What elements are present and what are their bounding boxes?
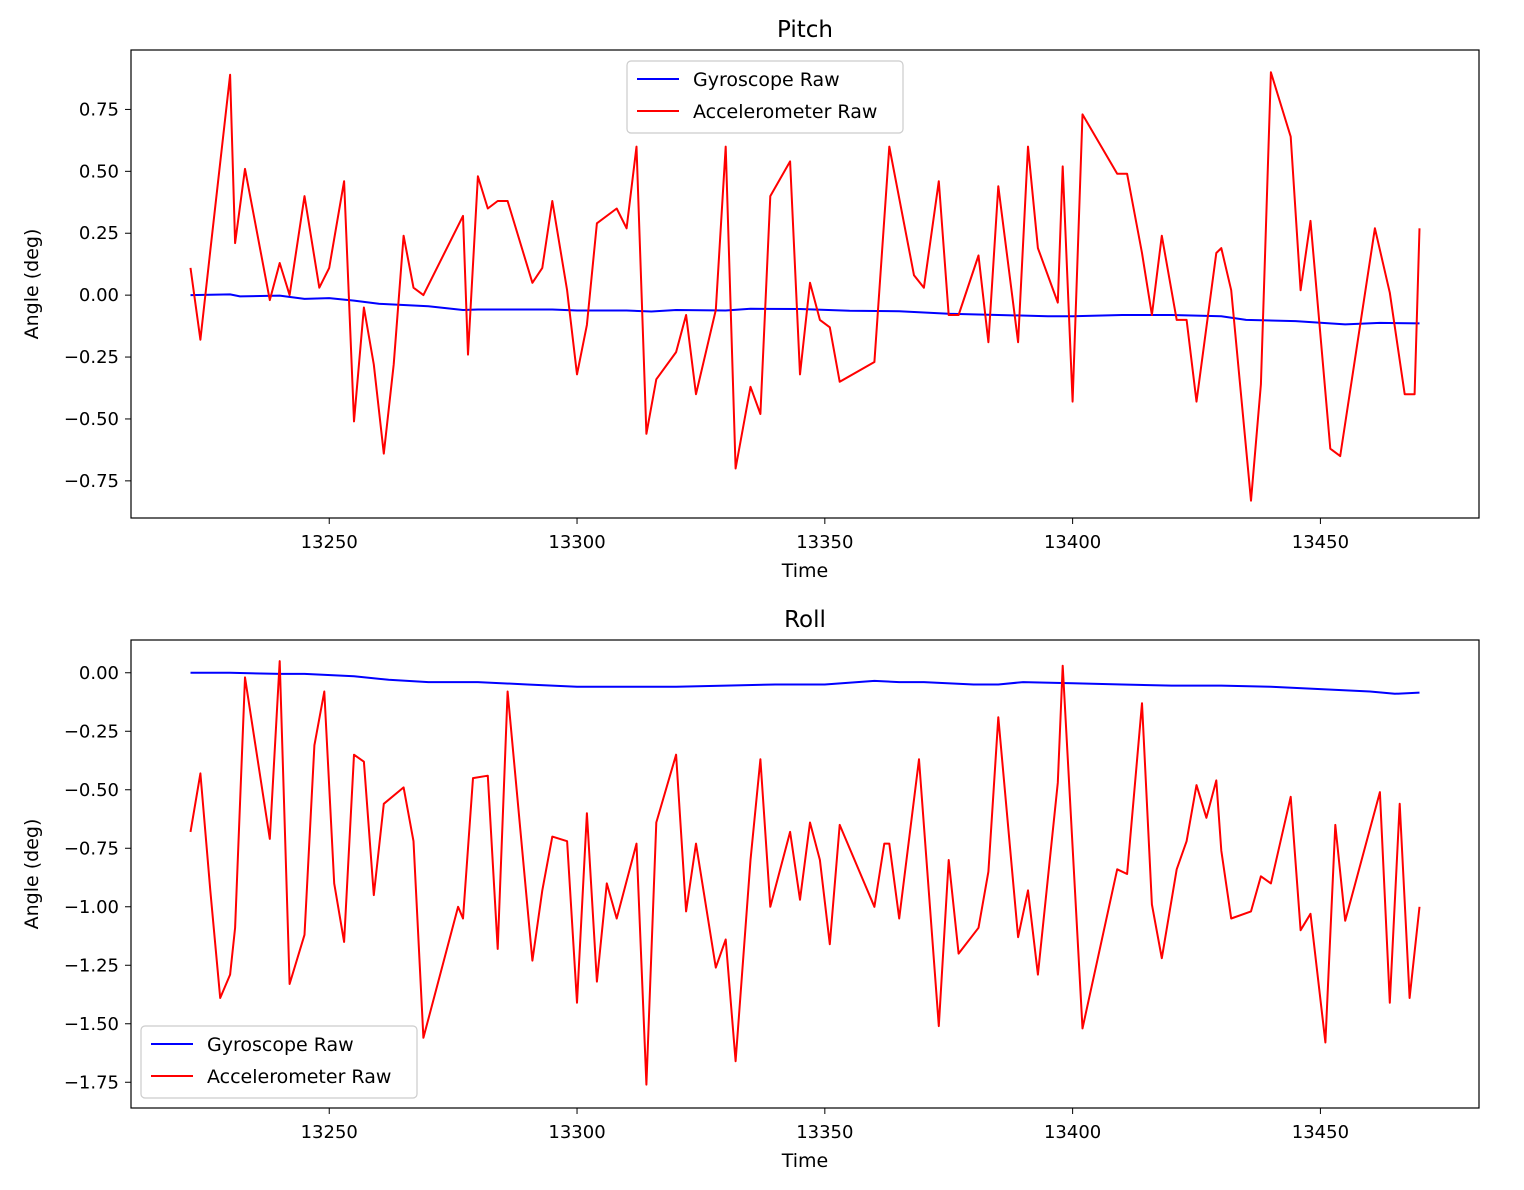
legend-label: Gyroscope Raw [693,69,840,91]
axes-frame [130,49,1480,519]
legend: Gyroscope Raw Accelerometer Raw [140,1025,418,1099]
y-axis-label: Angle (deg) [21,229,43,340]
legend-label: Accelerometer Raw [207,1066,391,1088]
plot-area [189,71,1421,502]
x-tick-label: 13450 [1292,532,1349,553]
x-tick-label: 13250 [301,1122,358,1143]
y-tick-label: −1.50 [64,1014,119,1035]
gyroscope-raw-line [190,671,1420,695]
y-tick-label: −1.75 [64,1072,119,1093]
chart-panel-2: Roll 13250 13300 13350 13400 13450 −1.75 −1.50 −… [21,607,1480,1172]
x-tick-label: 13300 [548,1122,605,1143]
plot-area [189,660,1421,1086]
chart-panel-1: Pitch 13250 13300 13350 13400 13450 −0.75 −0.50… [21,17,1480,582]
x-tick-label: 13250 [301,532,358,553]
x-tick-label: 13400 [1044,532,1101,553]
legend: Gyroscope Raw Accelerometer Raw [626,60,904,134]
legend-box [626,60,904,134]
x-tick-label: 13450 [1292,1122,1349,1143]
legend-label: Accelerometer Raw [693,101,877,123]
y-tick-label: −0.75 [64,471,119,492]
y-tick-label: 0.00 [79,663,119,684]
x-tick-label: 13300 [548,532,605,553]
y-tick-label: −1.25 [64,955,119,976]
y-tick-label: −0.50 [64,409,119,430]
x-axis-label: Time [781,1150,829,1172]
chart-title: Pitch [777,17,833,43]
x-tick-label: 13400 [1044,1122,1101,1143]
y-tick-label: 0.50 [79,161,119,182]
y-tick-label: −0.25 [64,721,119,742]
gyroscope-raw-line [190,293,1420,326]
y-tick-label: −0.25 [64,347,119,368]
accelerometer-raw-line [189,660,1421,1086]
chart-title: Roll [784,607,826,633]
y-tick-label: 0.00 [79,285,119,306]
x-tick-label: 13350 [796,532,853,553]
axes-frame [130,639,1480,1109]
x-axis-label: Time [781,560,829,582]
accelerometer-raw-line [189,71,1421,502]
y-tick-label: −0.50 [64,780,119,801]
legend-label: Gyroscope Raw [207,1034,354,1056]
y-tick-label: 0.25 [79,223,119,244]
x-tick-label: 13350 [796,1122,853,1143]
y-tick-label: −1.00 [64,897,119,918]
y-tick-label: 0.75 [79,99,119,120]
y-axis-label: Angle (deg) [21,819,43,930]
y-tick-label: −0.75 [64,838,119,859]
legend-box [140,1025,418,1099]
